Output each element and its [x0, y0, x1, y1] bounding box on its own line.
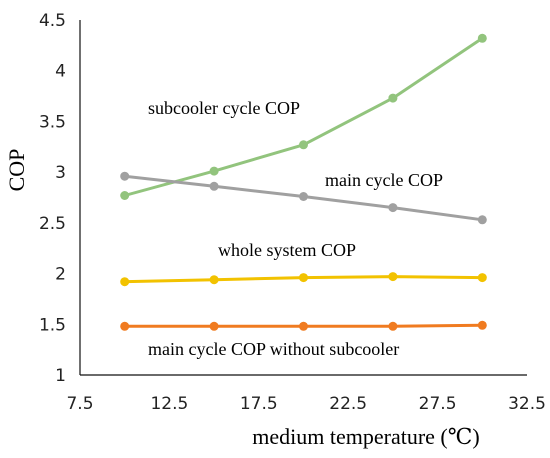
x-tick-label: 7.5 [66, 394, 93, 414]
y-tick-label: 4.5 [39, 11, 66, 31]
series-group [120, 33, 487, 331]
y-tick-label: 4 [55, 62, 66, 82]
y-tick-label: 1 [55, 366, 66, 386]
data-point [477, 273, 487, 283]
data-point [477, 215, 487, 225]
data-point [209, 321, 219, 331]
x-tick-label: 22.5 [329, 394, 367, 414]
axes [79, 20, 527, 376]
y-tick-label: 3.5 [39, 112, 66, 132]
x-tick-labels: 7.5 12.5 17.5 22.5 27.5 32.5 [66, 394, 545, 414]
y-axis-title: COP [4, 149, 29, 192]
data-point [120, 277, 130, 287]
series-main-cycle-cop [120, 171, 487, 225]
data-point [388, 93, 398, 103]
data-point [388, 272, 398, 282]
data-point [120, 191, 130, 200]
data-point [209, 275, 219, 285]
data-point [299, 192, 308, 201]
x-tick-label: 32.5 [508, 394, 546, 414]
data-point [477, 320, 487, 330]
x-tick-label: 12.5 [150, 394, 188, 414]
data-point [299, 321, 308, 331]
series-whole-system-cop [120, 272, 487, 287]
y-tick-label: 2 [55, 265, 66, 285]
data-point [120, 321, 130, 331]
series-subcooler-cycle-cop [120, 33, 487, 200]
x-axis-title: medium temperature (℃) [252, 424, 479, 449]
y-tick-label: 2.5 [39, 214, 66, 234]
data-point [299, 273, 308, 283]
label-main-cycle-cop: main cycle COP [325, 170, 443, 190]
label-subcooler-cycle-cop: subcooler cycle COP [148, 98, 300, 118]
y-tick-label: 3 [55, 163, 66, 183]
data-point [299, 140, 308, 150]
data-point [120, 171, 130, 181]
x-tick-label: 27.5 [419, 394, 457, 414]
series-labels: subcooler cycle COP main cycle COP whole s… [148, 98, 443, 359]
data-point [209, 181, 219, 191]
data-point [388, 203, 398, 213]
data-point [209, 166, 219, 176]
data-point [388, 321, 398, 331]
label-main-cycle-cop-without-subcooler: main cycle COP without subcooler [148, 339, 399, 359]
data-point [477, 33, 487, 43]
x-tick-label: 17.5 [240, 394, 278, 414]
y-tick-labels: 1 1.5 2 2.5 3 3.5 4 4.5 [39, 11, 66, 386]
series-main-cycle-cop-without-subcooler [120, 320, 487, 331]
label-whole-system-cop: whole system COP [218, 240, 356, 260]
y-tick-label: 1.5 [39, 315, 66, 335]
